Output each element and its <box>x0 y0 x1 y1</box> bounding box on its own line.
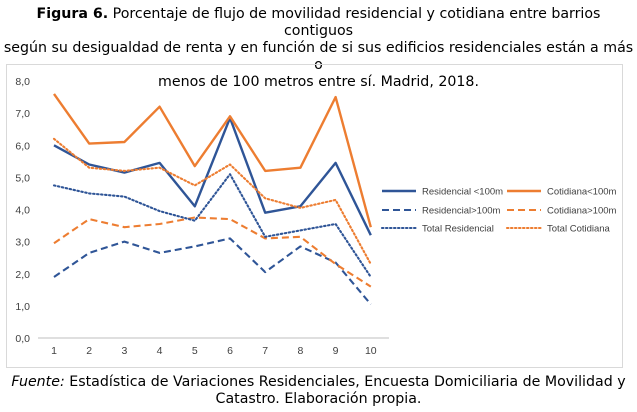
legend-label: Cotidiana<100m <box>547 187 617 198</box>
y-tick-label: 0,0 <box>15 333 30 345</box>
caption-line-2: según su desigualdad de renta y en funci… <box>3 40 634 73</box>
caption-line-1: Figura 6. Porcentaje de flujo de movilid… <box>0 6 637 40</box>
y-tick-label: 5,0 <box>15 172 30 184</box>
source-line-2: Catastro. Elaboración propia. <box>215 391 422 407</box>
caption-line-3: menos de 100 metros entre sí. Madrid, 20… <box>158 74 479 90</box>
source-label: Fuente: <box>11 374 65 390</box>
chart-frame <box>6 64 623 368</box>
source-line-1: Fuente: Estadística de Variaciones Resid… <box>0 374 637 391</box>
caption-label: Figura 6. <box>36 6 109 22</box>
x-tick-label: 8 <box>297 345 303 357</box>
x-tick-label: 9 <box>333 345 339 357</box>
series-line-2 <box>53 93 372 228</box>
x-tick-label: 7 <box>262 345 268 357</box>
x-tick-label: 3 <box>121 345 127 357</box>
series-line-4 <box>53 216 372 288</box>
y-tick-label: 3,0 <box>15 237 30 249</box>
legend-label: Residencial>100m <box>422 206 501 217</box>
x-tick-label: 6 <box>227 345 233 357</box>
y-tick-label: 8,0 <box>15 76 30 88</box>
legend-label: Total Residencial <box>422 224 494 235</box>
y-tick-label: 4,0 <box>15 205 30 217</box>
series-line-6 <box>52 137 372 266</box>
series-line-3 <box>53 237 372 305</box>
x-tick-label: 10 <box>365 345 377 357</box>
caption-text-1: Porcentaje de flujo de movilidad residen… <box>112 6 601 39</box>
y-tick-label: 7,0 <box>15 108 30 120</box>
y-tick-label: 1,0 <box>15 301 30 313</box>
legend-label: Cotidiana>100m <box>547 206 617 217</box>
figure-source: Fuente: Estadística de Variaciones Resid… <box>0 374 637 408</box>
legend-label: Residencial <100m <box>422 187 503 198</box>
figure-caption: Figura 6. Porcentaje de flujo de movilid… <box>0 6 637 91</box>
x-tick-label: 2 <box>86 345 92 357</box>
y-tick-label: 6,0 <box>15 140 30 152</box>
x-tick-label: 5 <box>192 345 198 357</box>
source-text-1: Estadística de Variaciones Residenciales… <box>69 374 626 390</box>
y-tick-label: 2,0 <box>15 269 30 281</box>
series-line-1 <box>53 116 372 236</box>
x-tick-label: 1 <box>51 345 57 357</box>
x-tick-label: 4 <box>157 345 163 357</box>
series-line-5 <box>52 173 372 279</box>
legend-label: Total Cotidiana <box>547 224 611 235</box>
